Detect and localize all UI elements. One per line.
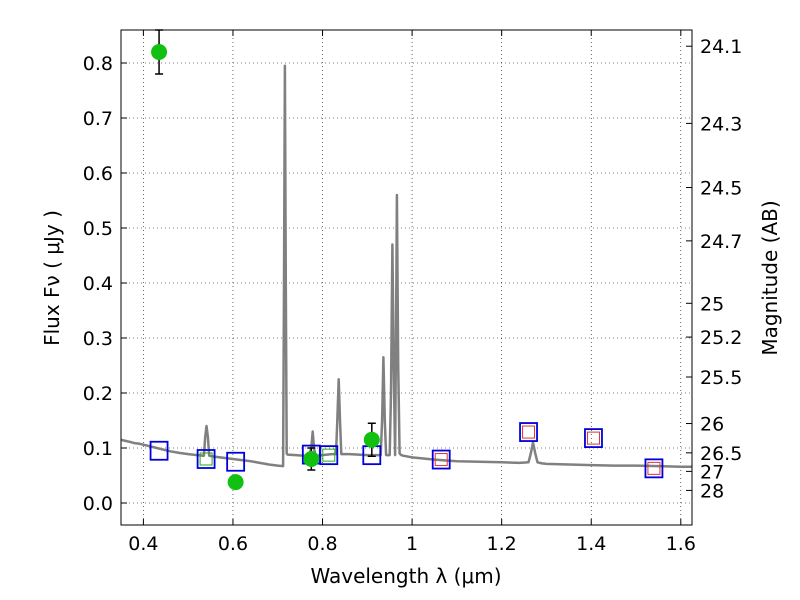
x-tick-label: 1.4	[576, 533, 606, 555]
model-photometry-square	[644, 458, 664, 479]
x-tick-label: 0.6	[218, 533, 248, 555]
y-tick-label: 0.1	[83, 438, 113, 460]
mag-tick-label: 24.3	[700, 113, 742, 135]
mag-tick-label: 26.5	[700, 443, 742, 465]
model-photometry-square	[319, 445, 339, 466]
observed-photometry-point	[227, 474, 244, 491]
inner-photometry-square	[522, 425, 536, 439]
x-tick-label: 1.6	[666, 533, 696, 555]
x-tick-label: 0.8	[307, 533, 337, 555]
model-sed-line	[120, 64, 692, 468]
inner-photometry-square	[322, 448, 336, 462]
model-photometry-square	[149, 440, 169, 461]
inner-photometry-square	[199, 452, 213, 466]
observed-photometry-point	[303, 451, 320, 467]
plot-frame	[120, 29, 693, 526]
mag-tick-label: 26	[700, 414, 724, 436]
mag-tick-label: 25	[700, 293, 724, 315]
y-tick-label: 0.4	[83, 273, 113, 295]
x-tick-label: 1	[406, 533, 418, 555]
inner-photometry-square	[586, 431, 600, 445]
mag-tick-label: 28	[700, 480, 724, 502]
y-tick-label: 0.7	[83, 108, 113, 130]
x-tick-label: 1.2	[487, 533, 517, 555]
model-photometry-square	[226, 451, 246, 472]
mag-tick-label: 24.1	[700, 36, 742, 58]
y-axis-label: Flux Fν ( μJy )	[40, 210, 64, 346]
x-axis-label: Wavelength λ (μm)	[310, 564, 501, 588]
mag-tick-label: 25.5	[700, 367, 742, 389]
y-tick-label: 0.0	[83, 493, 113, 515]
y-tick-label: 0.8	[83, 53, 113, 75]
model-photometry-square	[519, 422, 538, 442]
y-tick-label: 0.6	[83, 163, 113, 185]
data-series	[120, 29, 692, 491]
observed-photometry-point	[363, 431, 380, 448]
inner-photometry-square	[647, 461, 661, 475]
y2-axis-label: Magnitude (AB)	[758, 200, 782, 355]
model-photometry-square	[431, 449, 451, 470]
model-photometry-square	[196, 449, 216, 469]
mag-tick-label: 25.2	[700, 327, 742, 349]
observed-photometry-point	[151, 44, 168, 60]
plot-area	[121, 30, 692, 525]
y-tick-label: 0.2	[83, 383, 113, 405]
mag-tick-label: 27	[700, 461, 724, 483]
ticks: 0.4 0.6 0.8 1 1.2 1.4 1.6 0.0 0.1 0.2 0.3 0.4 0.5 0.6…	[83, 30, 742, 555]
y-tick-label: 0.3	[83, 328, 113, 350]
mag-tick-label: 24.5	[700, 178, 742, 200]
y-tick-label: 0.5	[83, 218, 113, 240]
mag-tick-label: 24.7	[700, 231, 742, 253]
x-tick-label: 0.4	[128, 533, 158, 555]
inner-photometry-square	[434, 453, 448, 467]
model-photometry-square	[584, 428, 603, 449]
grid	[121, 30, 692, 525]
